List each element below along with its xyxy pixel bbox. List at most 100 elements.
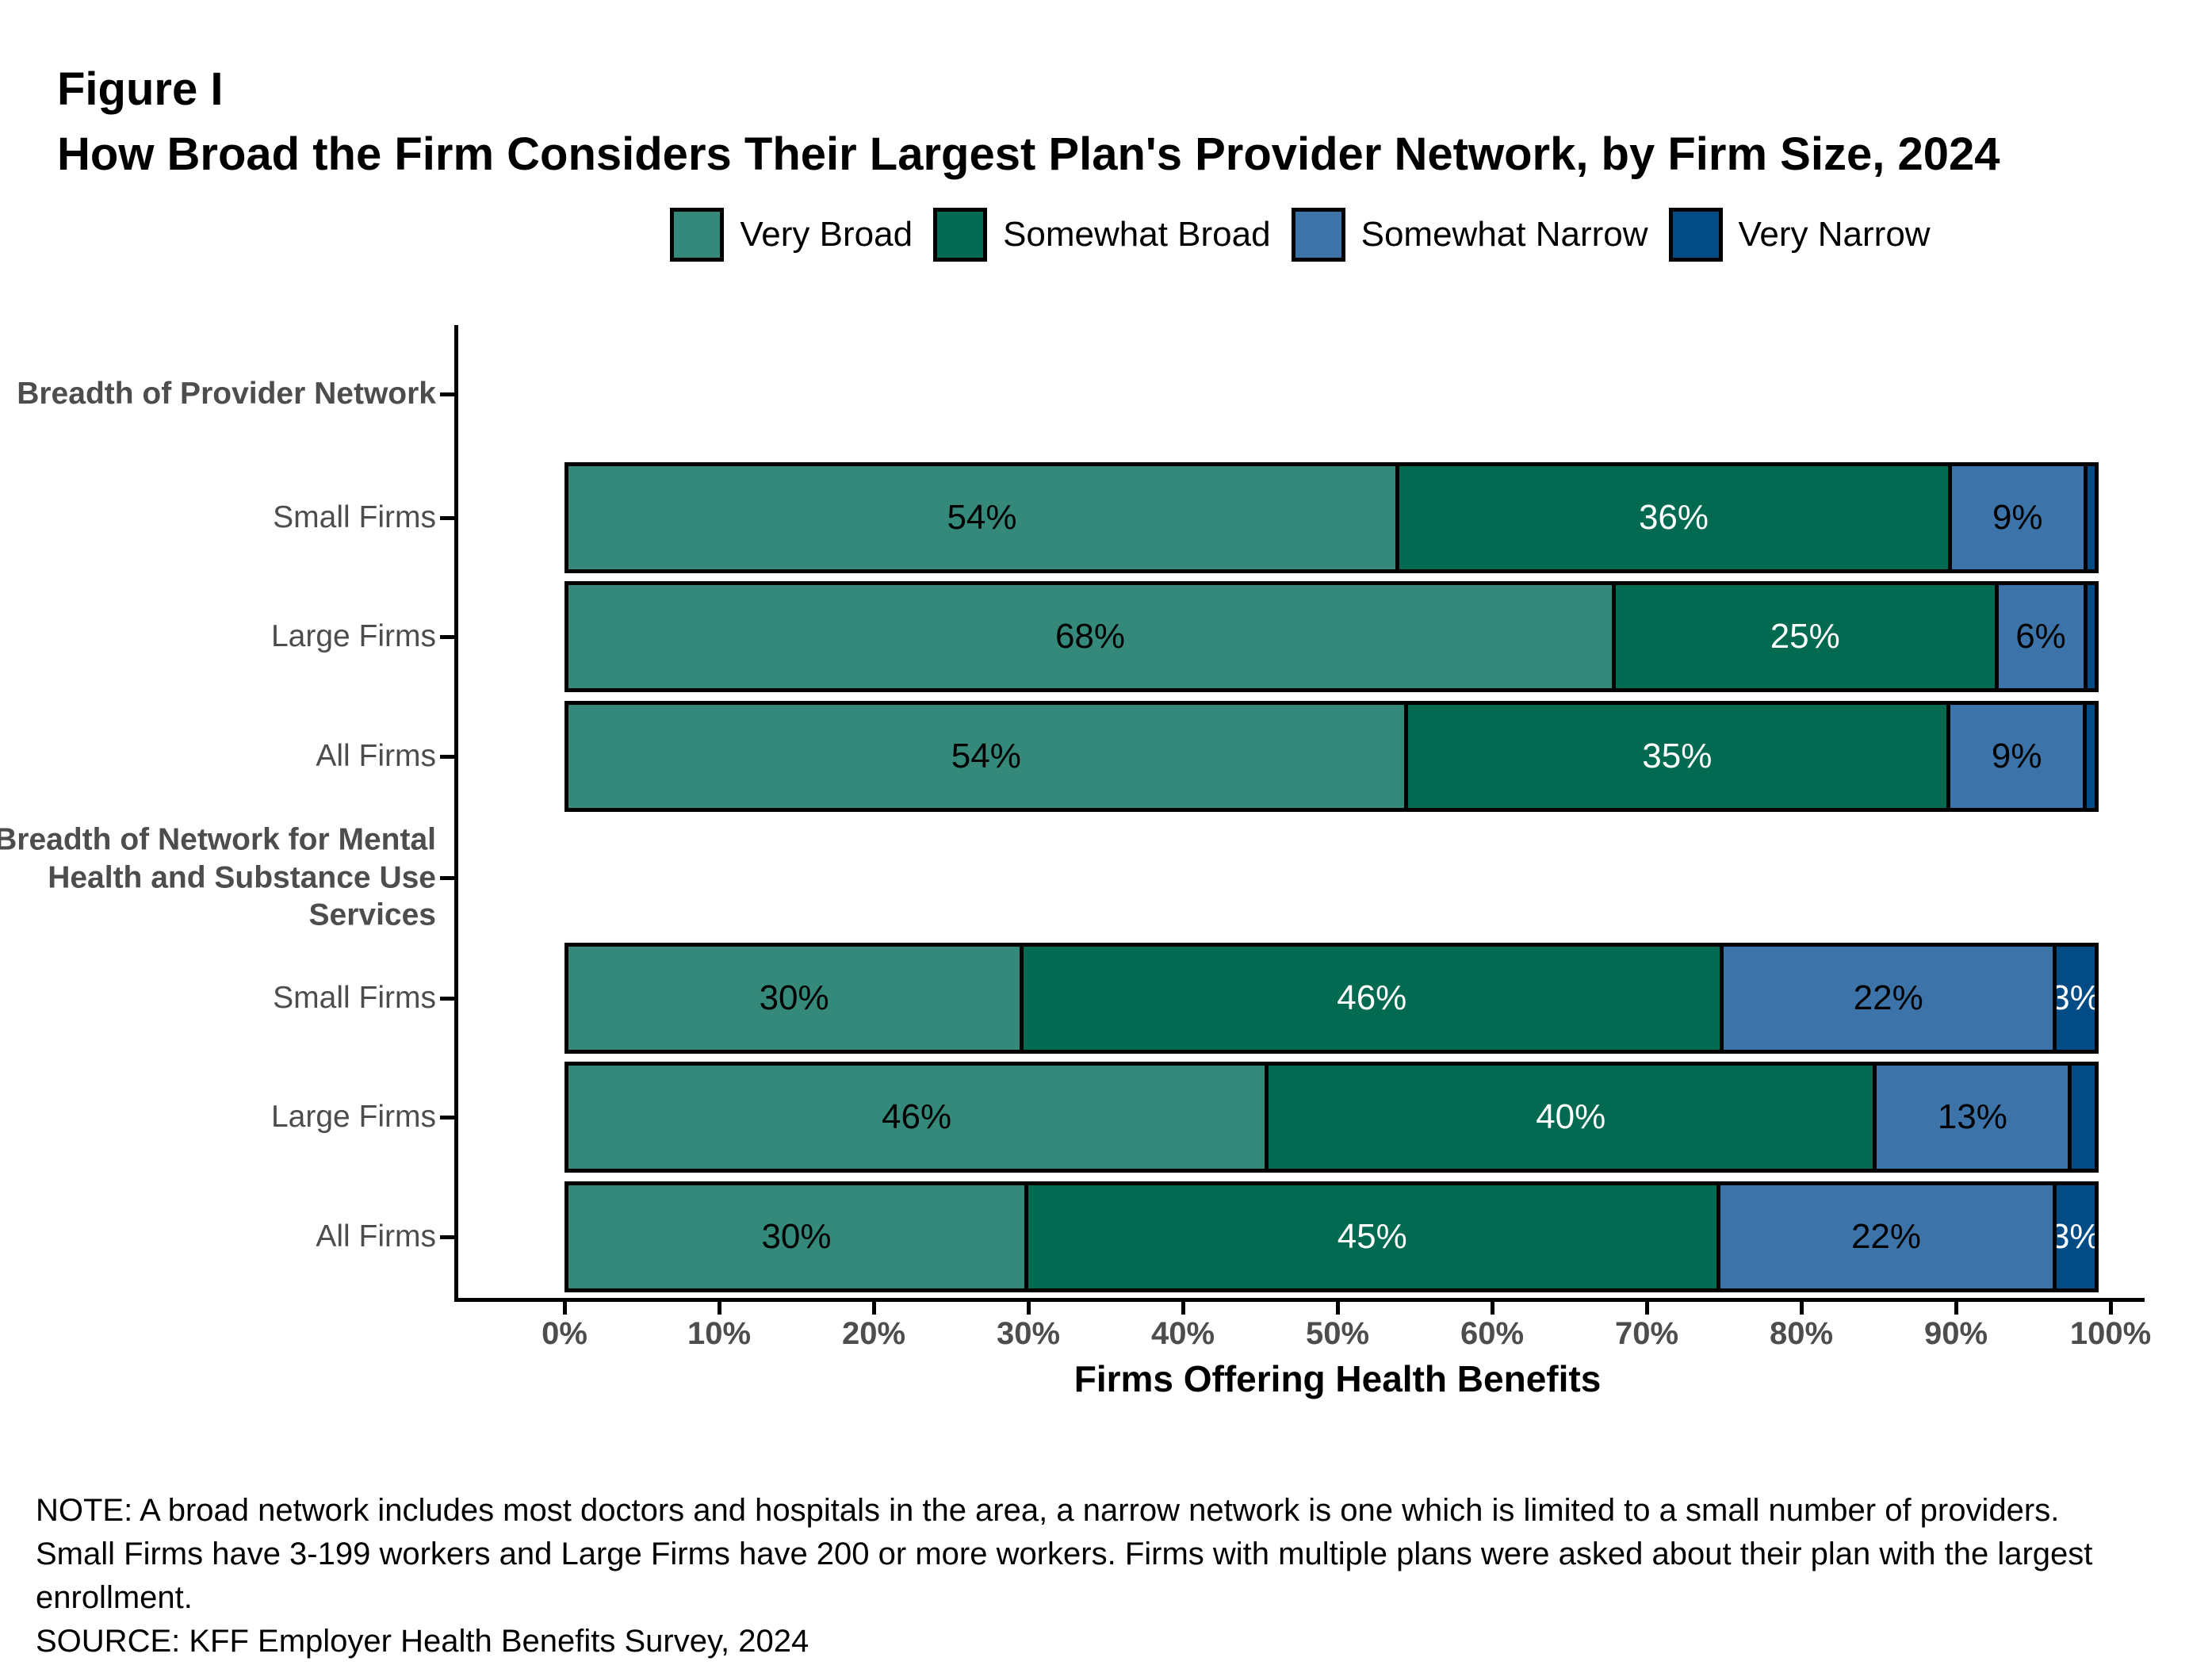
bar-value-label: 54% — [951, 737, 1021, 775]
y-axis-category-label: Large Firms — [270, 619, 436, 654]
y-tick — [440, 516, 454, 520]
bar-value-label: 35% — [1642, 737, 1713, 775]
bar-value-label: 3% — [2053, 978, 2099, 1017]
x-tick-label: 70% — [1614, 1316, 1679, 1351]
x-tick-label: 40% — [1150, 1316, 1215, 1351]
bar-segment: 54% — [564, 701, 1408, 812]
bar-segment: 6% — [1994, 581, 2088, 692]
very-narrow-swatch — [1668, 208, 1723, 262]
bar-segment: 40% — [1265, 1062, 1877, 1173]
legend-item: Somewhat Broad — [933, 208, 1271, 262]
bar-value-label: 25% — [1770, 617, 1840, 656]
bar-segment — [2068, 1062, 2099, 1173]
bar-segment: 30% — [564, 1181, 1028, 1292]
x-tick-label: 60% — [1460, 1316, 1525, 1351]
notes-block: NOTE: A broad network includes most doct… — [36, 1489, 2184, 1663]
x-tick — [1645, 1302, 1649, 1315]
bar-value-label: 22% — [1850, 1217, 1922, 1256]
stacked-bar: 30% 46% 22% 3% — [564, 943, 2111, 1054]
y-tick — [440, 1116, 454, 1120]
legend-label: Somewhat Narrow — [1360, 215, 1648, 254]
figure-label: Figure I — [57, 63, 224, 115]
bar-segment — [2083, 701, 2099, 812]
stacked-bar: 30% 45% 22% 3% — [564, 1181, 2111, 1292]
note-text: NOTE: A broad network includes most doct… — [36, 1493, 2093, 1615]
x-tick — [1800, 1302, 1804, 1315]
x-tick — [2109, 1302, 2113, 1315]
bar-segment: 22% — [1716, 1181, 2057, 1292]
figure-title: How Broad the Firm Considers Their Large… — [57, 128, 2000, 180]
stacked-bar: 54% 35% 9% — [564, 701, 2111, 812]
bar-value-label: 30% — [759, 978, 829, 1017]
x-tick-label: 100% — [2069, 1316, 2152, 1351]
bar-segment: 30% — [564, 943, 1024, 1054]
bar-segment: 3% — [2052, 1181, 2099, 1292]
x-tick — [563, 1302, 567, 1315]
bar-segment: 9% — [1946, 701, 2088, 812]
legend-item: Very Narrow — [1668, 208, 1931, 262]
y-axis-category-label: All Firms — [316, 1219, 436, 1254]
x-tick-label: 50% — [1305, 1316, 1370, 1351]
x-tick — [1181, 1302, 1185, 1315]
bar-value-label: 9% — [1992, 498, 2043, 537]
bar-segment: 22% — [1720, 943, 2057, 1054]
y-tick — [440, 876, 454, 880]
x-tick — [718, 1302, 721, 1315]
bar-value-label: 46% — [882, 1097, 952, 1136]
bar-segment — [2083, 462, 2099, 573]
y-axis-group-label: Breadth of Provider Network — [17, 377, 436, 411]
x-tick — [872, 1302, 876, 1315]
stacked-bar: 54% 36% 9% — [564, 462, 2111, 573]
very-broad-swatch — [670, 208, 725, 262]
x-tick-label: 0% — [542, 1316, 587, 1351]
y-tick — [440, 1235, 454, 1239]
x-axis-title: Firms Offering Health Benefits — [1073, 1358, 1602, 1399]
bar-value-label: 46% — [1337, 978, 1407, 1017]
bar-segment: 46% — [1020, 943, 1724, 1054]
y-axis-category-label: Small Firms — [273, 500, 436, 535]
bar-value-label: 54% — [947, 498, 1017, 537]
bar-value-label: 22% — [1853, 978, 1923, 1017]
bar-value-label: 45% — [1337, 1217, 1407, 1256]
bar-segment: 25% — [1612, 581, 1999, 692]
y-axis-line — [454, 325, 458, 1302]
x-tick-label: 80% — [1769, 1316, 1834, 1351]
x-tick — [1491, 1302, 1494, 1315]
bar-value-label: 36% — [1638, 498, 1709, 537]
stacked-bar: 68% 25% 6% — [564, 581, 2111, 692]
legend-label: Very Broad — [740, 215, 913, 254]
bar-segment: 13% — [1873, 1062, 2072, 1173]
y-axis-category-label: Large Firms — [270, 1100, 436, 1135]
y-axis-group-label: Breadth of Network for Mental Health and… — [0, 822, 436, 932]
bar-segment: 3% — [2053, 943, 2099, 1054]
y-tick — [440, 997, 454, 1001]
bar-segment: 35% — [1403, 701, 1951, 812]
bar-value-label: 30% — [761, 1217, 832, 1256]
x-tick — [1954, 1302, 1958, 1315]
bar-segment: 54% — [564, 462, 1399, 573]
legend-label: Somewhat Broad — [1003, 215, 1271, 254]
y-tick — [440, 392, 454, 396]
bar-value-label: 68% — [1054, 617, 1126, 656]
bar-segment: 36% — [1395, 462, 1952, 573]
bar-value-label: 9% — [1991, 737, 2042, 775]
x-tick-label: 30% — [996, 1316, 1061, 1351]
bar-segment: 9% — [1948, 462, 2088, 573]
x-tick-label: 20% — [841, 1316, 906, 1351]
y-tick — [440, 755, 454, 759]
x-tick-label: 90% — [1923, 1316, 1988, 1351]
y-axis-category-label: Small Firms — [273, 981, 436, 1016]
x-tick — [1336, 1302, 1340, 1315]
y-axis-category-label: All Firms — [316, 739, 436, 774]
somewhat-narrow-swatch — [1291, 208, 1345, 262]
legend-item: Somewhat Narrow — [1291, 208, 1648, 262]
bar-value-label: 40% — [1536, 1097, 1606, 1136]
bar-value-label: 13% — [1937, 1097, 2007, 1136]
x-axis-line — [454, 1298, 2145, 1302]
bar-value-label: 3% — [2052, 1217, 2099, 1256]
x-tick — [1027, 1302, 1031, 1315]
bar-segment: 45% — [1024, 1181, 1720, 1292]
x-tick-label: 10% — [687, 1316, 752, 1351]
stacked-bar: 46% 40% 13% — [564, 1062, 2111, 1173]
